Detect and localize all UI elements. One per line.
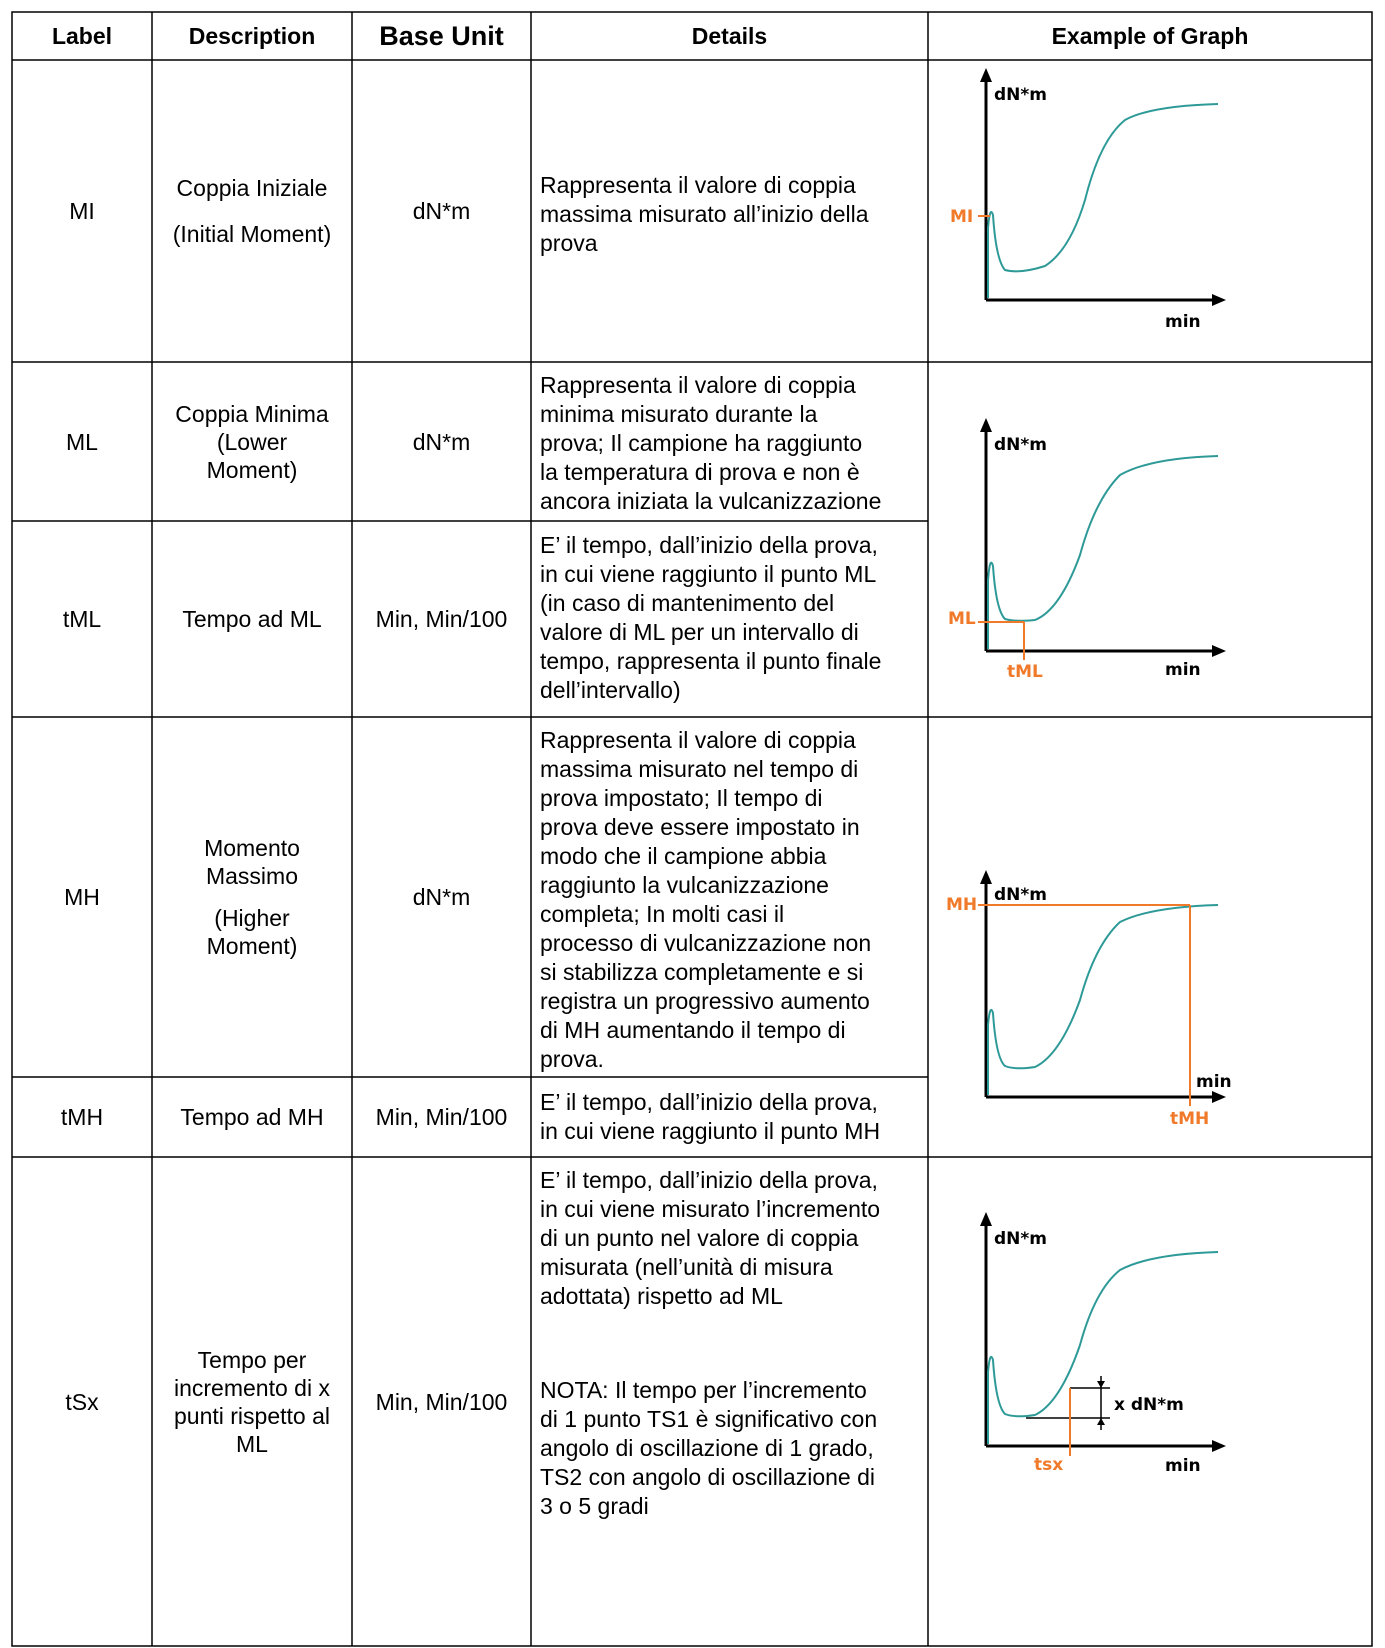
graph-mh-axes bbox=[984, 880, 1216, 1099]
graph-mh-marker-y-label: MH bbox=[946, 895, 977, 915]
graph-ml-curve bbox=[987, 455, 1219, 649]
graph-mi-x-label: min bbox=[1165, 312, 1201, 332]
graph-tsx-delta-arrow-top bbox=[1097, 1381, 1105, 1388]
graph-mi-x-arrow bbox=[1212, 294, 1226, 306]
header-base-unit: Base Unit bbox=[379, 21, 504, 51]
graph-tsx-delta-label: x dN*m bbox=[1114, 1395, 1184, 1415]
row-note-tsx: NOTA: Il tempo per l’incremento di 1 punt… bbox=[540, 1377, 878, 1519]
row-description-mh: Momento Massimo (Higher Moment) bbox=[204, 835, 300, 959]
graph-tsx-curve bbox=[987, 1251, 1219, 1444]
graph-ml-y-arrow bbox=[980, 418, 992, 432]
row-unit-ml: dN*m bbox=[412, 428, 471, 455]
graph-tsx-y-arrow bbox=[980, 1212, 992, 1226]
row-description-tmh: Tempo ad MH bbox=[180, 1104, 324, 1130]
row-details-mh: Rappresenta il valore di coppia massima m… bbox=[540, 727, 872, 1072]
graph-mh-x-label: min bbox=[1196, 1072, 1232, 1092]
row-label-tml: tML bbox=[62, 606, 102, 632]
row-label-tsx: tSx bbox=[65, 1388, 99, 1415]
graph-ml: dN*m min ML tML bbox=[948, 418, 1226, 682]
row-description-tml: Tempo ad ML bbox=[182, 606, 322, 632]
graph-mh-curve bbox=[987, 904, 1219, 1095]
row-details-ml: Rappresenta il valore di coppia minima mi… bbox=[540, 372, 882, 514]
header-example-of-graph: Example of Graph bbox=[1051, 23, 1249, 49]
graph-tsx-axes bbox=[984, 1222, 1216, 1448]
row-details-tsx: E’ il tempo, dall’inizio della prova, in … bbox=[540, 1167, 881, 1309]
graph-tsx-y-label: dN*m bbox=[994, 1229, 1047, 1249]
row-unit-mi: dN*m bbox=[412, 198, 471, 224]
graph-ml-marker-y-label: ML bbox=[948, 609, 976, 629]
graph-tsx-x-label: min bbox=[1165, 1456, 1201, 1476]
graph-mh-x-arrow bbox=[1212, 1091, 1226, 1103]
graph-mi-y-label: dN*m bbox=[994, 85, 1047, 105]
graph-mi-axes bbox=[984, 78, 1216, 302]
graph-mh-marker-x-label: tMH bbox=[1170, 1109, 1209, 1129]
row-details-tml: E’ il tempo, dall’inizio della prova, in … bbox=[540, 532, 882, 703]
row-unit-tmh: Min, Min/100 bbox=[375, 1104, 508, 1130]
graph-mh: dN*m min MH tMH bbox=[946, 870, 1232, 1129]
graph-mh-y-label: dN*m bbox=[994, 885, 1047, 905]
row-details-tmh: E’ il tempo, dall’inizio della prova, in … bbox=[540, 1089, 881, 1144]
graph-mh-y-arrow bbox=[980, 870, 992, 884]
graph-mi-curve bbox=[987, 103, 1219, 298]
row-label-mi: MI bbox=[69, 198, 95, 224]
row-description-ml: Coppia Minima (Lower Moment) bbox=[175, 400, 329, 483]
row-description-mi: Coppia Iniziale (Initial Moment) bbox=[172, 175, 332, 247]
row-description-tsx: Tempo per incremento di x punti rispetto a… bbox=[174, 1346, 330, 1457]
graph-tsx: dN*m min tsx x dN*m bbox=[980, 1212, 1226, 1476]
graph-mi-marker-label: MI bbox=[950, 207, 973, 227]
row-unit-tml: Min, Min/100 bbox=[375, 606, 508, 632]
graph-mi-y-arrow bbox=[980, 68, 992, 82]
graph-ml-axes bbox=[984, 428, 1216, 653]
graph-ml-y-label: dN*m bbox=[994, 435, 1047, 455]
graph-ml-marker-x-label: tML bbox=[1007, 662, 1043, 682]
row-unit-tsx: Min, Min/100 bbox=[375, 1388, 508, 1415]
graph-ml-x-arrow bbox=[1212, 645, 1226, 657]
row-unit-mh: dN*m bbox=[412, 884, 471, 910]
row-label-mh: MH bbox=[64, 884, 100, 910]
graph-tsx-x-arrow bbox=[1212, 1440, 1226, 1452]
graph-tsx-delta-arrow-bottom bbox=[1097, 1418, 1105, 1425]
graph-tsx-delta-bracket bbox=[1026, 1376, 1110, 1430]
row-label-ml: ML bbox=[66, 428, 98, 455]
row-label-tmh: tMH bbox=[60, 1104, 104, 1130]
header-label: Label bbox=[51, 23, 113, 49]
graph-mi: dN*m min MI bbox=[950, 68, 1226, 332]
header-details: Details bbox=[691, 23, 768, 49]
header-description: Description bbox=[188, 23, 316, 49]
graph-ml-x-label: min bbox=[1165, 660, 1201, 680]
row-details-mi: Rappresenta il valore di coppia massima m… bbox=[540, 172, 869, 256]
graph-tsx-marker-x-label: tsx bbox=[1034, 1455, 1063, 1475]
